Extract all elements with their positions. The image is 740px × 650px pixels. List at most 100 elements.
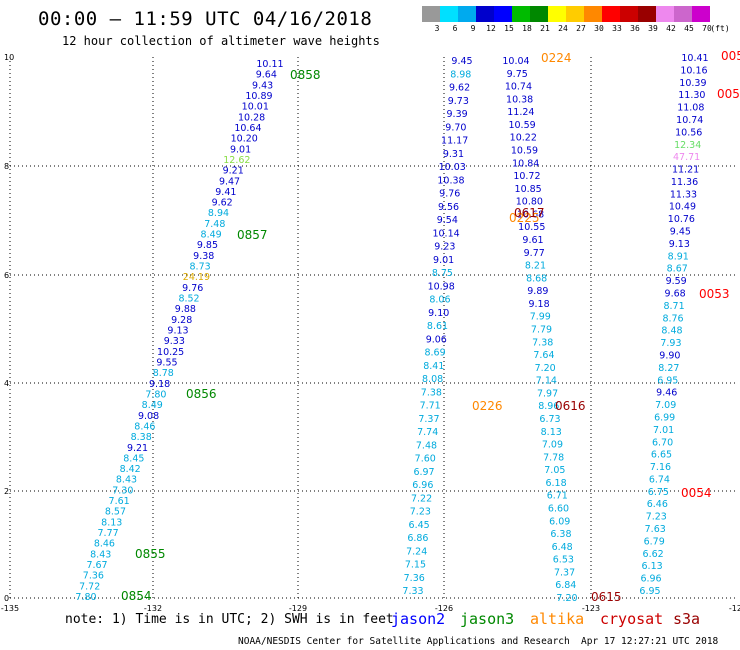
wave-height-value: 10.59 [508, 120, 535, 131]
wave-height-value: 7.20 [535, 363, 556, 374]
wave-height-value: 6.95 [639, 586, 660, 597]
scale-swatch [620, 6, 638, 22]
footer-timestamp: Apr 17 12:27:21 UTC 2018 [581, 636, 719, 647]
wave-height-value: 9.46 [656, 388, 677, 399]
wave-height-value: 7.37 [554, 567, 575, 578]
scale-swatch [638, 6, 656, 22]
y-axis-label: 6 [4, 271, 9, 280]
wave-height-value: 10.01 [242, 102, 269, 113]
wave-height-value: 7.63 [645, 524, 666, 535]
wave-height-value: 7.14 [536, 376, 557, 387]
wave-height-value: 6.48 [552, 542, 573, 553]
time-label: 0856 [186, 387, 217, 401]
scale-label: 18 [522, 24, 532, 33]
wave-height-value: 8.48 [661, 326, 682, 337]
wave-height-value: 8.13 [541, 427, 562, 438]
x-axis-label: -135 [1, 604, 19, 613]
wave-height-value: 9.62 [212, 198, 233, 209]
wave-height-value: 10.03 [439, 162, 466, 173]
time-label: 0054 [681, 486, 712, 500]
wave-height-value: 9.01 [433, 255, 454, 266]
wave-height-value: 8.71 [663, 301, 684, 312]
wave-height-value: 8.73 [190, 262, 211, 273]
wave-height-value: 9.68 [665, 289, 686, 300]
wave-height-value: 8.52 [178, 294, 199, 305]
wave-height-value: 9.10 [428, 308, 449, 319]
scale-label: 36 [630, 24, 640, 33]
wave-height-value: 8.08 [422, 374, 443, 385]
wave-height-value: 10.38 [437, 175, 464, 186]
y-axis-label: 4 [4, 379, 9, 388]
wave-height-value: 9.13 [669, 239, 690, 250]
wave-height-value: 8.21 [525, 261, 546, 272]
wave-height-value: 8.13 [101, 517, 122, 528]
wave-height-value: 7.20 [556, 593, 577, 604]
wave-height-value: 10.16 [680, 65, 707, 76]
legend-jason3: jason3 [460, 610, 515, 628]
wave-height-value: 6.75 [648, 487, 669, 498]
time-label: 0855 [135, 547, 166, 561]
x-axis-label: -123 [582, 604, 600, 613]
scale-swatch [422, 6, 440, 22]
wave-height-value: 7.09 [655, 400, 676, 411]
wave-height-value: 9.23 [434, 242, 455, 253]
wave-height-value: 9.31 [443, 149, 464, 160]
scale-swatch [692, 6, 710, 22]
legend-jason2: jason2 [391, 610, 446, 628]
wave-height-value: 9.56 [438, 202, 459, 213]
time-label: 0615 [591, 590, 622, 604]
wave-height-value: 9.41 [215, 187, 236, 198]
y-axis-label: 10 [4, 53, 14, 62]
wave-height-value: 6.71 [547, 491, 568, 502]
wave-height-value: 7.05 [544, 465, 565, 476]
wave-height-value: 10.04 [502, 56, 529, 67]
wave-height-value: 9.45 [670, 227, 691, 238]
wave-height-value: 9.47 [219, 176, 240, 187]
wave-height-value: 9.06 [426, 334, 447, 345]
wave-height-value: 8.94 [208, 208, 229, 219]
wave-height-value: 10.55 [518, 222, 545, 233]
wave-height-value: 6.65 [651, 450, 672, 461]
wave-height-value: 7.23 [410, 507, 431, 518]
y-axis-label: 0 [4, 594, 9, 603]
wave-height-value: 8.67 [667, 264, 688, 275]
wave-height-value: 7.64 [533, 350, 554, 361]
scale-label: 15 [504, 24, 514, 33]
wave-height-value: 7.30 [112, 485, 133, 496]
wave-height-value: 10.68 [517, 209, 544, 220]
wave-height-value: 9.73 [448, 96, 469, 107]
scale-label: 24 [558, 24, 568, 33]
scale-swatch [602, 6, 620, 22]
wave-height-value: 6.95 [657, 375, 678, 386]
wave-height-value: 7.80 [145, 389, 166, 400]
wave-height-value: 8.45 [123, 453, 144, 464]
time-label: 0224 [541, 51, 572, 65]
wave-height-value: 8.91 [668, 251, 689, 262]
wave-height-value: 8.75 [432, 268, 453, 279]
wave-height-value: 9.77 [524, 248, 545, 259]
wave-height-value: 10.74 [676, 115, 703, 126]
scale-swatch [476, 6, 494, 22]
scale-label: 6 [452, 24, 458, 33]
scale-swatch [530, 6, 548, 22]
wave-height-value: 9.90 [659, 350, 680, 361]
legend-cryosat: cryosat [600, 610, 664, 628]
wave-height-value: 7.09 [542, 440, 563, 451]
wave-height-value: 8.57 [105, 507, 126, 518]
wave-height-value: 10.14 [432, 228, 459, 239]
wave-height-value: 7.93 [660, 338, 681, 349]
wave-height-value: 9.76 [439, 189, 460, 200]
wave-height-value: 8.49 [142, 400, 163, 411]
wave-height-value: 7.15 [405, 560, 426, 571]
time-label: 0854 [121, 589, 152, 603]
wave-height-value: 7.24 [406, 546, 427, 557]
wave-height-value: 6.38 [550, 529, 571, 540]
wave-height-value: 11.33 [670, 189, 697, 200]
wave-height-value: 9.55 [156, 357, 177, 368]
wave-height-value: 8.43 [90, 549, 111, 560]
wave-height-value: 6.96 [640, 574, 661, 585]
x-axis-label: -126 [435, 604, 453, 613]
wave-height-value: 47.71 [673, 152, 700, 163]
color-scale-labels: 3 6 9 12 15 18 21 24 27 30 33 36 39 42 45 70 (ft) [422, 24, 730, 36]
wave-height-value: 8.69 [424, 348, 445, 359]
